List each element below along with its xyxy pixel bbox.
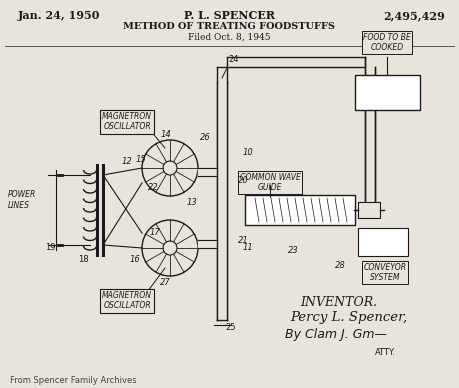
Text: Percy L. Spencer,: Percy L. Spencer, <box>290 311 407 324</box>
Text: ATTY.: ATTY. <box>375 348 396 357</box>
Text: 16: 16 <box>130 255 141 264</box>
Text: POWER
LINES: POWER LINES <box>8 190 36 210</box>
Text: 10: 10 <box>243 148 254 157</box>
Text: 17: 17 <box>150 228 161 237</box>
Text: By Clam J. Gm—: By Clam J. Gm— <box>285 328 387 341</box>
Text: 20: 20 <box>238 176 249 185</box>
Text: FOOD TO BE
COOKED: FOOD TO BE COOKED <box>363 33 411 52</box>
Text: Filed Oct. 8, 1945: Filed Oct. 8, 1945 <box>188 33 270 42</box>
Text: 26: 26 <box>200 133 211 142</box>
Text: 12: 12 <box>122 157 133 166</box>
Text: 19: 19 <box>45 243 56 252</box>
Text: P. L. SPENCER: P. L. SPENCER <box>184 10 274 21</box>
Text: 21: 21 <box>238 236 249 245</box>
Text: CONVEYOR
SYSTEM: CONVEYOR SYSTEM <box>364 263 407 282</box>
Text: COMMON WAVE
GUIDE: COMMON WAVE GUIDE <box>240 173 301 192</box>
Text: 24: 24 <box>228 55 239 64</box>
Text: 22: 22 <box>148 183 159 192</box>
Text: Jan. 24, 1950: Jan. 24, 1950 <box>18 10 101 21</box>
Bar <box>245 195 355 225</box>
Bar <box>358 228 408 256</box>
Text: 23: 23 <box>288 246 299 255</box>
Text: MAGNETRON
OSCILLATOR: MAGNETRON OSCILLATOR <box>102 291 152 310</box>
Text: 28: 28 <box>335 261 346 270</box>
Text: MAGNETRON
OSCILLATOR: MAGNETRON OSCILLATOR <box>102 112 152 132</box>
Bar <box>358 202 380 218</box>
Text: 15: 15 <box>136 155 147 164</box>
Text: 27: 27 <box>160 278 171 287</box>
Bar <box>355 75 420 110</box>
Text: 13: 13 <box>187 198 198 207</box>
Text: 2,495,429: 2,495,429 <box>383 10 445 21</box>
Text: 18: 18 <box>78 255 89 264</box>
Text: METHOD OF TREATING FOODSTUFFS: METHOD OF TREATING FOODSTUFFS <box>123 22 335 31</box>
Text: From Spencer Family Archives: From Spencer Family Archives <box>10 376 137 385</box>
Text: 25: 25 <box>225 323 235 332</box>
Text: INVENTOR.: INVENTOR. <box>300 296 377 309</box>
Text: 11: 11 <box>243 243 254 252</box>
Text: 14: 14 <box>161 130 172 139</box>
